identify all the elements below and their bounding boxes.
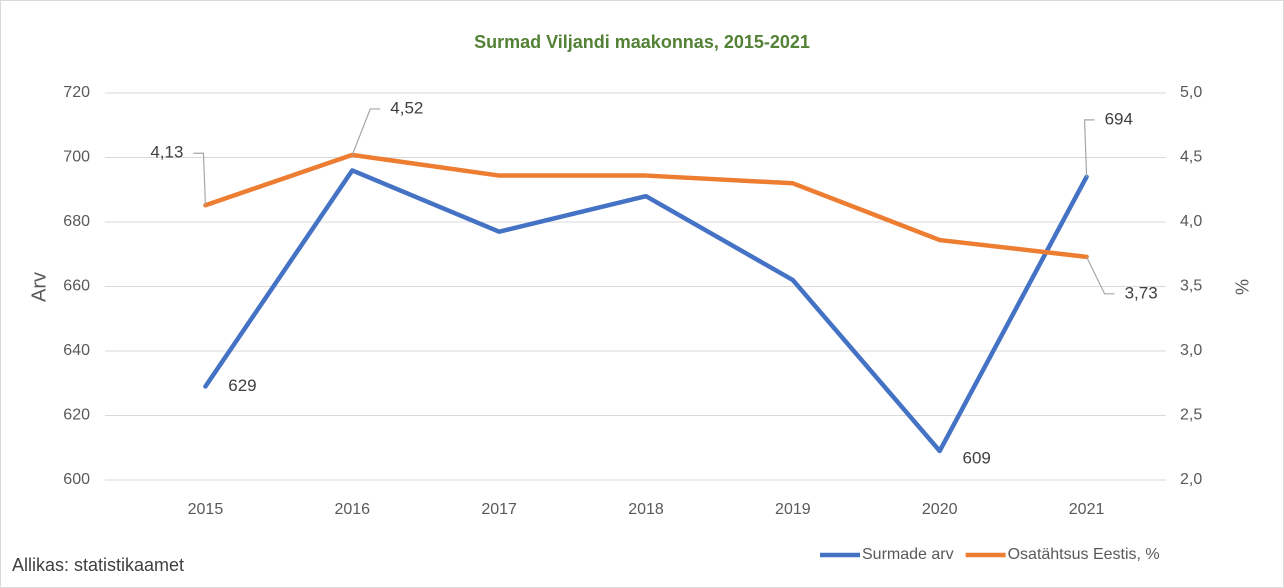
y2-tick-label: 3,5 [1180, 278, 1202, 295]
label-leader [1083, 119, 1095, 177]
y-tick-label: 600 [63, 471, 90, 488]
x-tick-label: 2020 [922, 501, 958, 518]
data-label: 629 [228, 376, 256, 395]
y-tick-label: 640 [63, 342, 90, 359]
x-tick-label: 2019 [775, 501, 811, 518]
legend-label: Osatähtsus Eestis, % [1008, 546, 1160, 563]
y-tick-label: 660 [63, 278, 90, 295]
label-leader [351, 108, 381, 156]
y2-tick-label: 2,5 [1180, 407, 1202, 424]
data-label: 694 [1105, 109, 1133, 128]
line-series [203, 168, 1089, 454]
y2-tick-label: 2,0 [1180, 471, 1202, 488]
x-tick-label: 2021 [1069, 501, 1105, 518]
label-leader [1086, 256, 1115, 295]
y2-tick-label: 5,0 [1180, 84, 1202, 101]
x-tick-label: 2016 [334, 501, 370, 518]
data-label: 609 [963, 448, 991, 467]
y-axis-title: Arv [28, 272, 50, 302]
y2-tick-label: 3,0 [1180, 342, 1202, 359]
y2-axis-title: % [1231, 279, 1251, 295]
y2-tick-label: 4,5 [1180, 149, 1202, 166]
data-label: 4,52 [390, 98, 423, 117]
label-leader [193, 152, 207, 206]
data-label: 4,13 [150, 143, 183, 162]
x-tick-label: 2015 [188, 501, 224, 518]
data-label: 3,73 [1125, 283, 1158, 302]
chart-title: Surmad Viljandi maakonnas, 2015-2021 [474, 32, 810, 52]
x-tick-label: 2017 [481, 501, 517, 518]
y-tick-label: 620 [63, 407, 90, 424]
x-tick-label: 2018 [628, 501, 664, 518]
legend-label: Surmade arv [862, 546, 954, 563]
y-tick-label: 680 [63, 213, 90, 230]
source-note: Allikas: statistikaamet [12, 555, 184, 575]
y2-tick-label: 4,0 [1180, 213, 1202, 230]
y-tick-label: 700 [63, 149, 90, 166]
y-tick-label: 720 [63, 84, 90, 101]
